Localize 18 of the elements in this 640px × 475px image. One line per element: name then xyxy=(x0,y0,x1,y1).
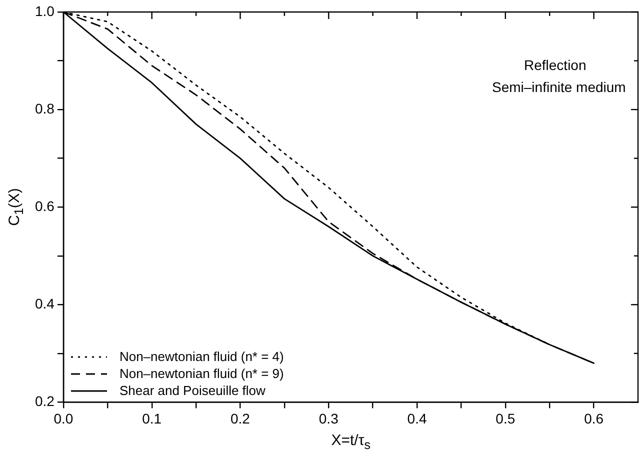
y-tick-label: 0.4 xyxy=(34,296,55,312)
x-tick-label: 0.2 xyxy=(230,410,250,426)
annotation: Semi–infinite medium xyxy=(492,79,626,95)
legend-label: Non–newtonian fluid (n* = 9) xyxy=(119,365,284,382)
legend-label: Non–newtonian fluid (n* = 4) xyxy=(119,348,284,366)
y-tick-label: 1.0 xyxy=(34,2,55,19)
legend-label: Shear and Poiseuille flow xyxy=(119,382,266,400)
x-tick-label: 0.4 xyxy=(407,410,427,426)
y-tick-label: 0.2 xyxy=(34,393,55,410)
x-tick-label: 0.3 xyxy=(318,410,339,426)
x-tick-label: 0.0 xyxy=(54,410,74,426)
y-tick-label: 0.8 xyxy=(34,100,55,116)
x-tick-label: 0.5 xyxy=(496,410,516,426)
y-tick-label: 0.6 xyxy=(34,198,55,214)
x-tick-label: 0.1 xyxy=(142,410,162,426)
x-tick-label: 0.6 xyxy=(584,410,604,426)
annotation: Reflection xyxy=(524,57,586,73)
x-axis-title: X=t/τ$_{s}$ xyxy=(331,432,370,452)
